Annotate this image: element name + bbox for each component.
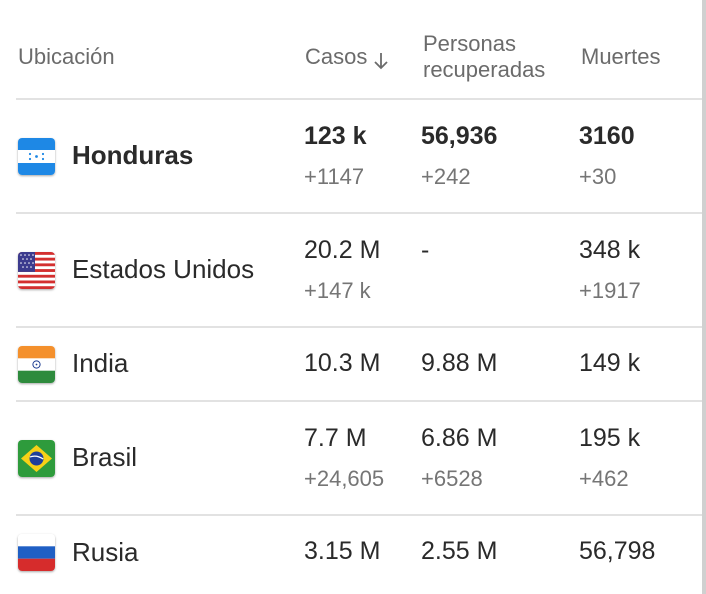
recovered-value: 9.88 M xyxy=(421,349,498,377)
cases-value: 20.2 M xyxy=(304,236,381,264)
table-row[interactable]: India 10.3 M 9.88 M 149 k xyxy=(16,328,702,402)
table-row[interactable]: Brasil 7.7 M +24,605 6.86 M +6528 195 k … xyxy=(16,402,702,516)
header-deaths[interactable]: Muertes xyxy=(581,44,661,69)
deaths-delta: +30 xyxy=(579,164,617,189)
india-flag-icon xyxy=(18,346,55,383)
table-row[interactable]: Estados Unidos 20.2 M +147 k - 348 k +19… xyxy=(16,214,702,328)
deaths-value: 149 k xyxy=(579,349,641,377)
table-row[interactable]: Honduras 123 k +1147 56,936 +242 3160 +3… xyxy=(16,100,702,214)
honduras-flag-icon xyxy=(18,138,55,175)
country-name: Rusia xyxy=(72,537,139,567)
cases-value: 123 k xyxy=(304,122,367,150)
country-name: Brasil xyxy=(72,442,138,472)
cases-delta: +24,605 xyxy=(304,466,385,491)
deaths-delta: +462 xyxy=(579,466,629,491)
cases-delta: +147 k xyxy=(304,278,371,303)
recovered-value: 2.55 M xyxy=(421,537,498,565)
cases-value: 3.15 M xyxy=(304,537,381,565)
header-recovered[interactable]: Personas recuperadas xyxy=(423,31,545,83)
deaths-value: 3160 xyxy=(579,122,635,150)
deaths-value: 56,798 xyxy=(579,537,656,565)
recovered-value: 6.86 M xyxy=(421,424,498,452)
table-header: Ubicación Casos Personas recuperadas Muer… xyxy=(16,0,702,100)
deaths-value: 195 k xyxy=(579,424,641,452)
recovered-value: 56,936 xyxy=(421,122,498,150)
recovered-value: - xyxy=(421,236,430,264)
deaths-value: 348 k xyxy=(579,236,641,264)
cases-value: 7.7 M xyxy=(304,424,367,452)
recovered-delta: +6528 xyxy=(421,466,483,491)
cases-value: 10.3 M xyxy=(304,349,381,377)
header-cases[interactable]: Casos xyxy=(305,44,389,76)
header-recovered-line1: Personas xyxy=(423,31,516,56)
sort-down-arrow-icon xyxy=(373,50,389,76)
deaths-delta: +1917 xyxy=(579,278,641,303)
table-row[interactable]: Rusia 3.15 M 2.55 M 56,798 xyxy=(16,516,702,594)
usa-flag-icon xyxy=(18,252,55,289)
cases-delta: +1147 xyxy=(304,164,365,189)
recovered-delta: +242 xyxy=(421,164,471,189)
header-recovered-line2: recuperadas xyxy=(423,57,546,82)
scrollbar[interactable] xyxy=(702,0,706,594)
country-name: Honduras xyxy=(72,140,194,170)
country-name: India xyxy=(72,348,129,378)
country-name: Estados Unidos xyxy=(72,254,255,284)
brazil-flag-icon xyxy=(18,440,55,477)
header-cases-label: Casos xyxy=(305,44,368,69)
russia-flag-icon xyxy=(18,534,55,571)
header-location[interactable]: Ubicación xyxy=(18,44,115,69)
